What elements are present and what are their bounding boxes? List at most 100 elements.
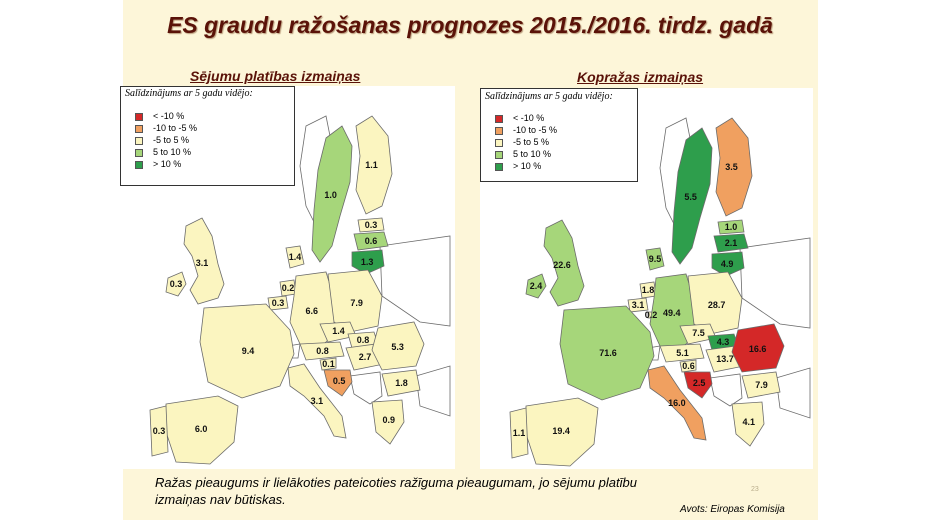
value-label-de: 6.6 (305, 306, 319, 317)
value-label-sk: 4.3 (716, 336, 730, 347)
legend-item: < -10 % (135, 111, 184, 121)
region-ee (717, 219, 745, 235)
value-label-si: 0.6 (682, 361, 695, 371)
value-label-fi: 3.5 (725, 161, 738, 172)
non-eu-region (709, 373, 743, 407)
value-label-fr: 71.6 (599, 347, 617, 358)
value-label-uk: 22.6 (553, 260, 571, 271)
left-map-panel: < -10 % -10 to -5 % -5 to 5 % 5 to 10 % > 10… (120, 86, 455, 469)
right-map-title: Kopražas izmaiņas (577, 69, 704, 85)
region-uk (183, 217, 225, 305)
region-hr (683, 371, 713, 399)
region-lv (713, 233, 749, 253)
right-map-panel: < -10 % -10 to -5 % -5 to 5 % 5 to 10 % > 10… (480, 88, 813, 469)
region-gr (371, 399, 405, 445)
region-hr (323, 369, 353, 397)
page-number: 23 (751, 486, 759, 493)
right-comparison-label: Salīdzinājums ar 5 gadu vidējo: (483, 91, 615, 102)
legend-swatch (135, 136, 143, 145)
value-label-ie: 0.3 (169, 279, 183, 290)
slide-title: ES graudu ražošanas prognozes 2015./2016… (167, 12, 773, 38)
region-at (299, 341, 345, 361)
legend-swatch (135, 148, 143, 157)
legend-item: -5 to 5 % (495, 137, 549, 147)
legend-label: -5 to 5 % (513, 137, 550, 147)
value-label-be: 3.1 (631, 300, 645, 310)
value-label-hu: 2.7 (358, 351, 372, 362)
value-label-ie: 2.4 (529, 281, 543, 292)
value-label-hr: 2.5 (692, 377, 706, 388)
value-label-it: 16.0 (668, 397, 686, 408)
region-fr (559, 305, 655, 401)
region-be (627, 297, 649, 313)
left-comparison-label: Salīdzinājums ar 5 gadu vidējo: (123, 88, 255, 99)
non-eu-region (415, 365, 451, 417)
value-label-gr: 4.1 (742, 417, 756, 427)
legend-label: 5 to 10 % (153, 147, 192, 157)
non-eu-region (739, 237, 811, 329)
legend-item: -5 to 5 % (135, 135, 189, 145)
value-label-lv: 2.1 (724, 237, 738, 248)
value-label-at: 5.1 (676, 347, 689, 358)
region-si (319, 357, 337, 371)
value-label-se: 5.5 (684, 191, 697, 202)
region-lv (353, 231, 389, 251)
legend-label: -10 to -5 % (513, 125, 558, 135)
value-label-gr: 0.9 (382, 415, 396, 425)
value-label-hu: 13.7 (716, 353, 734, 364)
non-eu-region (349, 371, 383, 405)
region-pl (327, 269, 383, 333)
value-label-ee: 0.3 (364, 220, 378, 230)
value-label-bg: 1.8 (395, 377, 408, 388)
legend-item: > 10 % (135, 159, 181, 169)
value-label-lt: 1.3 (360, 256, 374, 267)
region-se (671, 127, 713, 265)
region-ee (357, 217, 385, 233)
value-label-cz: 7.5 (692, 328, 705, 338)
value-label-nl: 0.2 (281, 283, 295, 293)
slide-note: Ražas pieaugums ir lielākoties pateicoti… (155, 475, 637, 507)
value-label-dk: 1.4 (288, 251, 302, 262)
value-label-de: 49.4 (662, 308, 681, 319)
legend-label: > 10 % (513, 161, 542, 171)
legend-swatch (135, 112, 143, 121)
legend-swatch (495, 150, 503, 159)
value-label-ro: 16.6 (748, 343, 767, 354)
region-lt (711, 251, 745, 277)
value-label-ee: 1.0 (724, 222, 738, 232)
value-label-si: 0.1 (322, 359, 335, 369)
region-bg (741, 371, 781, 399)
legend-label: 5 to 10 % (513, 149, 552, 159)
region-pt (149, 405, 169, 457)
legend-label: -5 to 5 % (153, 135, 190, 145)
value-label-fr: 9.4 (241, 345, 255, 356)
value-label-pt: 1.1 (512, 428, 526, 438)
region-pl (687, 271, 743, 335)
legend-label: < -10 % (153, 111, 185, 121)
legend-swatch (135, 160, 143, 169)
legend-item: -10 to -5 % (135, 123, 197, 133)
region-lt (351, 249, 385, 275)
value-label-hr: 0.5 (332, 375, 346, 386)
region-bg (381, 369, 421, 397)
value-label-es: 19.4 (552, 426, 570, 437)
legend-label: > 10 % (153, 159, 182, 169)
legend-item: > 10 % (495, 161, 541, 171)
value-label-cz: 1.4 (332, 326, 345, 336)
region-ie (525, 273, 547, 299)
legend-label: < -10 % (513, 113, 545, 123)
region-uk (543, 219, 585, 307)
value-label-pt: 0.3 (152, 426, 166, 436)
value-label-ro: 5.3 (391, 341, 404, 352)
region-gr (731, 401, 765, 447)
value-label-at: 0.8 (316, 345, 329, 356)
region-fi (355, 115, 393, 215)
legend-swatch (495, 138, 503, 147)
value-label-fi: 1.1 (365, 159, 378, 170)
region-it (647, 365, 707, 441)
value-label-lu: 0.2 (644, 310, 658, 320)
region-ro (371, 321, 425, 371)
value-label-lv: 0.6 (364, 235, 378, 246)
value-label-lt: 4.9 (720, 258, 734, 269)
value-label-uk: 3.1 (195, 258, 209, 269)
